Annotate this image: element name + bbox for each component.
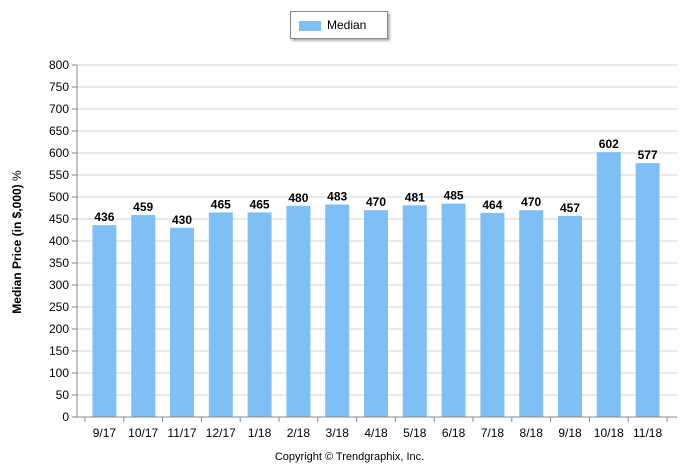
bar xyxy=(596,152,621,417)
y-tick-label: 750 xyxy=(49,80,69,94)
y-tick-label: 450 xyxy=(49,212,69,226)
y-tick-label: 300 xyxy=(49,278,69,292)
bar xyxy=(208,212,233,417)
y-tick-label: 50 xyxy=(56,388,70,402)
x-tick-label: 6/18 xyxy=(442,426,466,440)
bar-value-label: 436 xyxy=(94,210,114,224)
bar-value-label: 577 xyxy=(638,148,658,162)
bar xyxy=(635,163,660,417)
x-tick-label: 12/17 xyxy=(206,426,236,440)
legend: Median xyxy=(290,11,388,39)
bar-value-label: 602 xyxy=(599,137,619,151)
bar-value-label: 483 xyxy=(327,189,347,203)
bar-value-label: 459 xyxy=(133,200,153,214)
y-tick-label: 250 xyxy=(49,300,69,314)
bar xyxy=(558,215,582,417)
bar xyxy=(131,215,156,417)
x-tick-label: 5/18 xyxy=(403,426,427,440)
y-axis-title: Median Price (in $,000) % xyxy=(10,170,24,313)
y-tick-label: 200 xyxy=(49,322,69,336)
x-tick-label: 8/18 xyxy=(520,426,544,440)
y-tick-label: 550 xyxy=(49,168,69,182)
x-tick-label: 10/17 xyxy=(128,426,158,440)
bar xyxy=(286,205,311,417)
y-tick-label: 500 xyxy=(49,190,69,204)
y-axis-unit: % xyxy=(10,170,24,181)
bar-value-label: 470 xyxy=(366,195,386,209)
bar xyxy=(402,205,427,417)
bar-value-label: 480 xyxy=(288,191,308,205)
x-tick-label: 2/18 xyxy=(287,426,311,440)
y-tick-label: 150 xyxy=(49,344,69,358)
x-axis-ticks: 9/17 10/17 11/17 12/17 1/18 2/18 3/18 4/18 5/18 6… xyxy=(84,417,668,440)
y-tick-label: 0 xyxy=(62,410,69,424)
y-tick-label: 350 xyxy=(49,256,69,270)
copyright: Copyright © Trendgraphix, Inc. xyxy=(274,451,425,463)
bar-value-labels: 436 459 430 465 465 480 483 470 481 485 464 470 457 6… xyxy=(94,137,658,227)
y-tick-label: 100 xyxy=(49,366,69,380)
bar xyxy=(170,227,194,417)
bar-value-label: 465 xyxy=(211,197,231,211)
bar-value-label: 470 xyxy=(521,195,541,209)
y-tick-label: 650 xyxy=(49,124,69,138)
bar xyxy=(480,212,505,417)
x-tick-label: 11/17 xyxy=(167,426,196,440)
bar xyxy=(325,204,350,417)
x-tick-label: 7/18 xyxy=(481,426,505,440)
bar xyxy=(519,210,544,417)
x-tick-label: 1/18 xyxy=(248,426,272,440)
y-tick-label: 600 xyxy=(49,146,69,160)
legend-label-median: Median xyxy=(327,18,367,32)
axes xyxy=(76,65,677,418)
x-tick-label: 9/18 xyxy=(558,426,582,440)
y-axis-label: Median Price (in $,000) xyxy=(10,184,24,314)
y-tick-label: 800 xyxy=(49,58,69,72)
y-tick-label: 700 xyxy=(49,102,69,116)
y-axis-ticks: 0 50 100 150 200 250 300 350 400 450 500 550 600 650 7… xyxy=(49,58,77,424)
bar xyxy=(441,203,466,417)
bar-value-label: 481 xyxy=(405,190,425,204)
bar-value-label: 464 xyxy=(482,198,502,212)
y-tick-label: 400 xyxy=(49,234,69,248)
bar-value-label: 457 xyxy=(560,201,580,215)
bars xyxy=(92,152,660,417)
legend-swatch-median xyxy=(299,21,321,31)
bar-value-label: 430 xyxy=(172,213,192,227)
x-tick-label: 4/18 xyxy=(364,426,388,440)
bar-value-label: 485 xyxy=(444,189,464,203)
bar xyxy=(364,210,388,417)
x-tick-label: 9/17 xyxy=(93,426,117,440)
bar xyxy=(92,225,117,417)
x-tick-label: 11/18 xyxy=(633,426,662,440)
x-tick-label: 3/18 xyxy=(326,426,350,440)
x-tick-label: 10/18 xyxy=(594,426,624,440)
bar-value-label: 465 xyxy=(250,197,270,211)
bar xyxy=(247,212,272,417)
